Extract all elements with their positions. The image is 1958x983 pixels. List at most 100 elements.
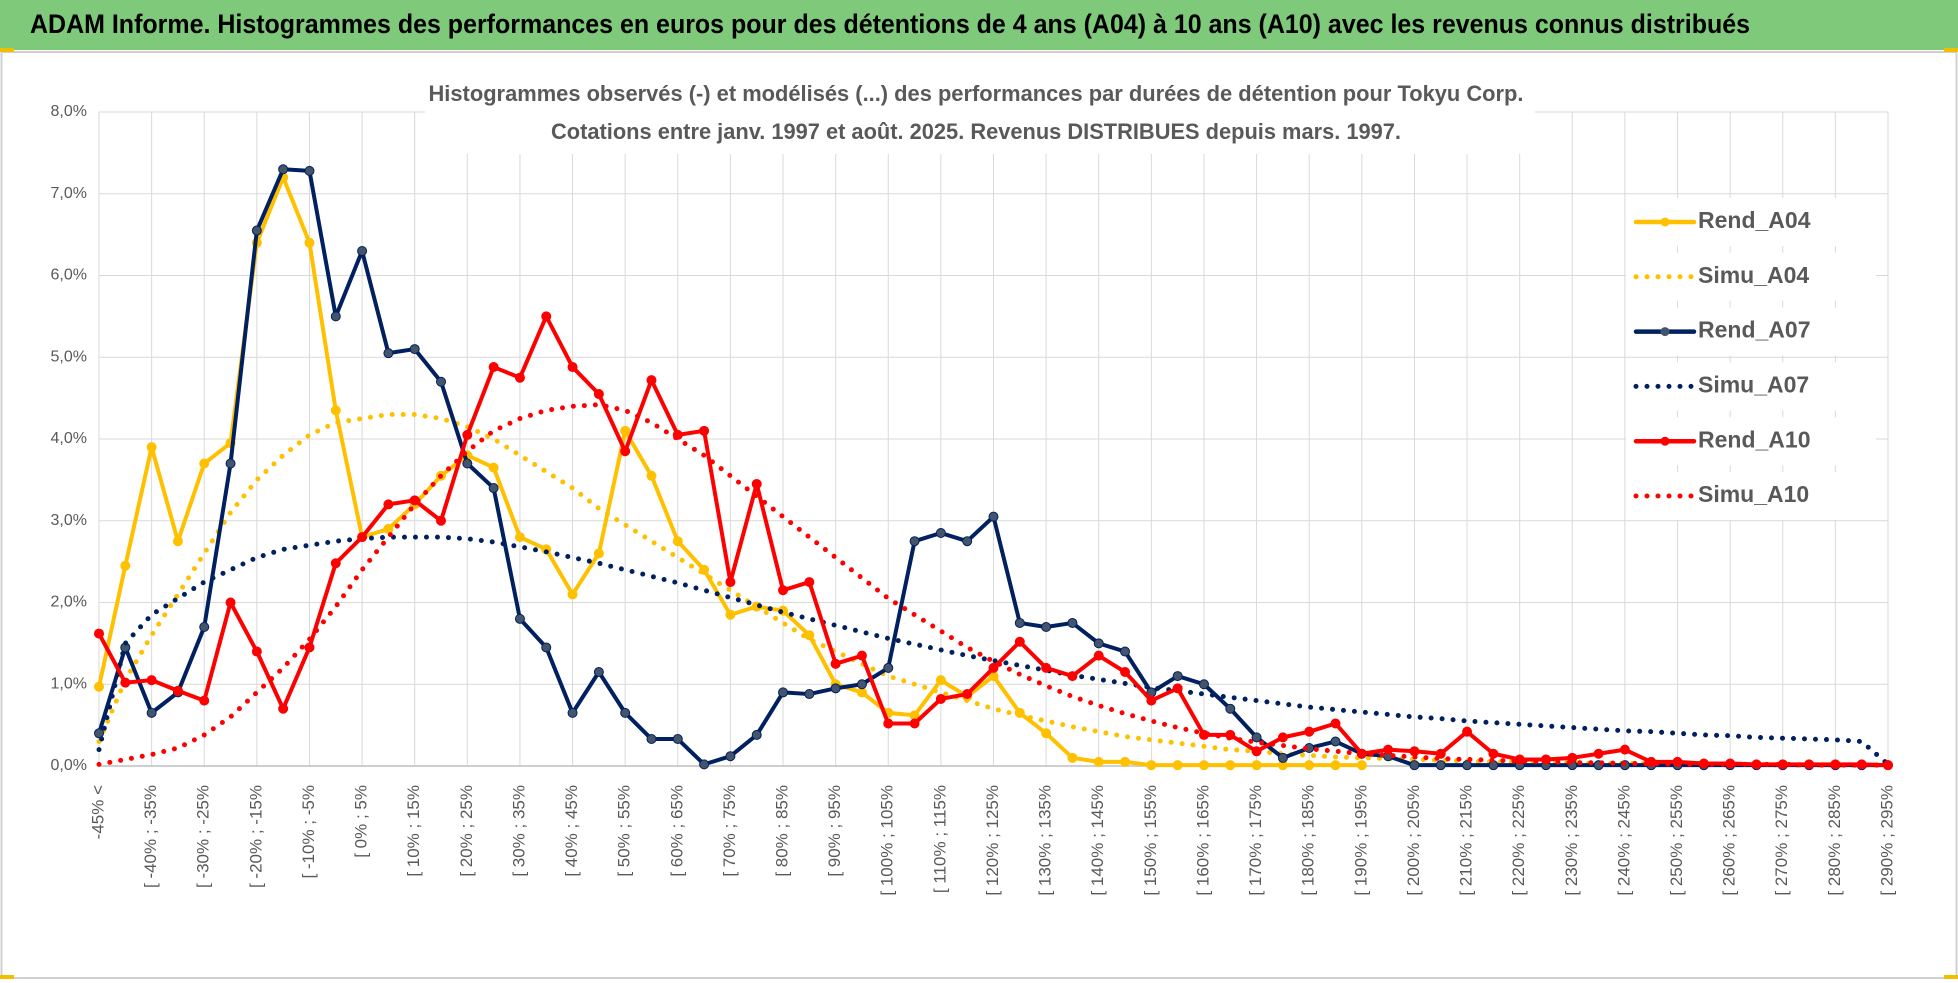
data-point — [593, 389, 604, 400]
data-point — [1619, 744, 1630, 755]
data-point — [1041, 622, 1052, 633]
data-point — [330, 311, 341, 322]
data-point — [94, 681, 104, 692]
x-tick-label: [ 110% ; 115% — [930, 785, 949, 893]
x-tick-label: [ -30% ; -25% — [194, 785, 213, 888]
data-point — [593, 548, 604, 559]
x-tick-label: [ 210% ; 215% — [1457, 785, 1476, 896]
data-point — [488, 483, 499, 494]
data-point — [646, 734, 657, 745]
data-point — [94, 628, 104, 639]
data-point — [304, 165, 315, 176]
data-point — [804, 630, 815, 641]
data-point — [620, 446, 631, 457]
x-tick-label: [ 10% ; 15% — [404, 785, 423, 877]
data-point — [225, 458, 236, 469]
data-point — [988, 511, 999, 522]
data-point — [751, 478, 762, 489]
x-tick-label: [ 120% ; 125% — [983, 785, 1002, 896]
corner — [0, 975, 14, 979]
x-tick-label: -45% < — [88, 785, 107, 839]
data-point — [646, 470, 657, 481]
data-point — [330, 558, 341, 569]
data-point — [146, 442, 157, 453]
data-point — [935, 675, 946, 686]
x-tick-label: [ 20% ; 25% — [457, 785, 476, 877]
data-point — [804, 689, 815, 700]
data-point — [1277, 752, 1288, 763]
y-tick-label: 4,0% — [51, 430, 87, 447]
data-point — [1409, 746, 1420, 757]
data-point — [856, 679, 867, 690]
data-point — [357, 532, 368, 543]
data-point — [383, 348, 394, 359]
data-point — [1067, 752, 1078, 763]
data-point — [1435, 748, 1446, 759]
data-point — [1172, 671, 1183, 682]
y-tick-label: 0,0% — [51, 757, 87, 774]
data-point — [1330, 760, 1341, 771]
data-point — [856, 650, 867, 661]
data-point — [1488, 748, 1499, 759]
data-point — [304, 642, 315, 653]
data-point — [278, 164, 289, 175]
data-point — [436, 515, 447, 526]
data-point — [883, 718, 894, 729]
legend-label: Simu_A10 — [1698, 481, 1809, 507]
data-point — [1567, 752, 1578, 763]
data-point — [883, 662, 894, 673]
data-point — [646, 375, 657, 386]
x-tick-label: [ 240% ; 245% — [1614, 785, 1633, 896]
data-point — [1225, 760, 1236, 771]
data-point — [778, 585, 789, 596]
data-point — [830, 683, 841, 694]
data-point — [330, 405, 341, 416]
data-point — [935, 528, 946, 539]
chart-frame — [0, 51, 1958, 979]
data-point — [988, 662, 999, 673]
x-tick-label: [ 260% ; 265% — [1720, 785, 1739, 896]
data-point — [1067, 671, 1078, 682]
y-tick-label: 1,0% — [51, 675, 87, 692]
data-point — [514, 372, 525, 383]
data-point — [251, 646, 262, 657]
data-point — [804, 577, 815, 588]
data-point — [725, 577, 736, 588]
x-tick-label: [ 150% ; 155% — [1141, 785, 1160, 896]
data-point — [699, 759, 710, 770]
data-point — [146, 707, 157, 718]
data-point — [1146, 760, 1157, 771]
x-tick-label: [ 190% ; 195% — [1351, 785, 1370, 896]
data-point — [409, 344, 420, 355]
data-point — [1277, 732, 1288, 743]
data-point — [94, 728, 104, 739]
legend-label: Simu_A07 — [1698, 371, 1809, 397]
data-point — [1198, 679, 1209, 690]
data-point — [199, 458, 210, 469]
data-point — [1014, 636, 1025, 647]
data-point — [1120, 646, 1131, 657]
corner — [1944, 48, 1958, 52]
x-tick-label: [ 140% ; 145% — [1088, 785, 1107, 896]
x-tick-label: [ -40% ; -35% — [141, 785, 160, 888]
data-point — [962, 689, 973, 700]
x-tick-label: [ 80% ; 85% — [773, 785, 792, 877]
corner — [1944, 975, 1958, 979]
y-tick-label: 2,0% — [51, 594, 87, 611]
corner — [0, 48, 14, 52]
x-tick-label: [ 180% ; 185% — [1299, 785, 1318, 896]
x-tick-label: [ 50% ; 55% — [615, 785, 634, 877]
data-point — [436, 376, 447, 387]
data-point — [1041, 728, 1052, 739]
data-point — [1198, 760, 1209, 771]
data-point — [462, 429, 473, 440]
data-point — [567, 362, 578, 373]
data-point — [1067, 617, 1078, 628]
data-point — [672, 536, 683, 547]
data-point — [1172, 683, 1183, 694]
x-tick-label: [ 60% ; 65% — [667, 785, 686, 877]
data-point — [1225, 703, 1236, 714]
x-tick-label: [ 100% ; 105% — [878, 785, 897, 896]
page-title: ADAM Informe. Histogrammes des performan… — [30, 9, 1750, 39]
